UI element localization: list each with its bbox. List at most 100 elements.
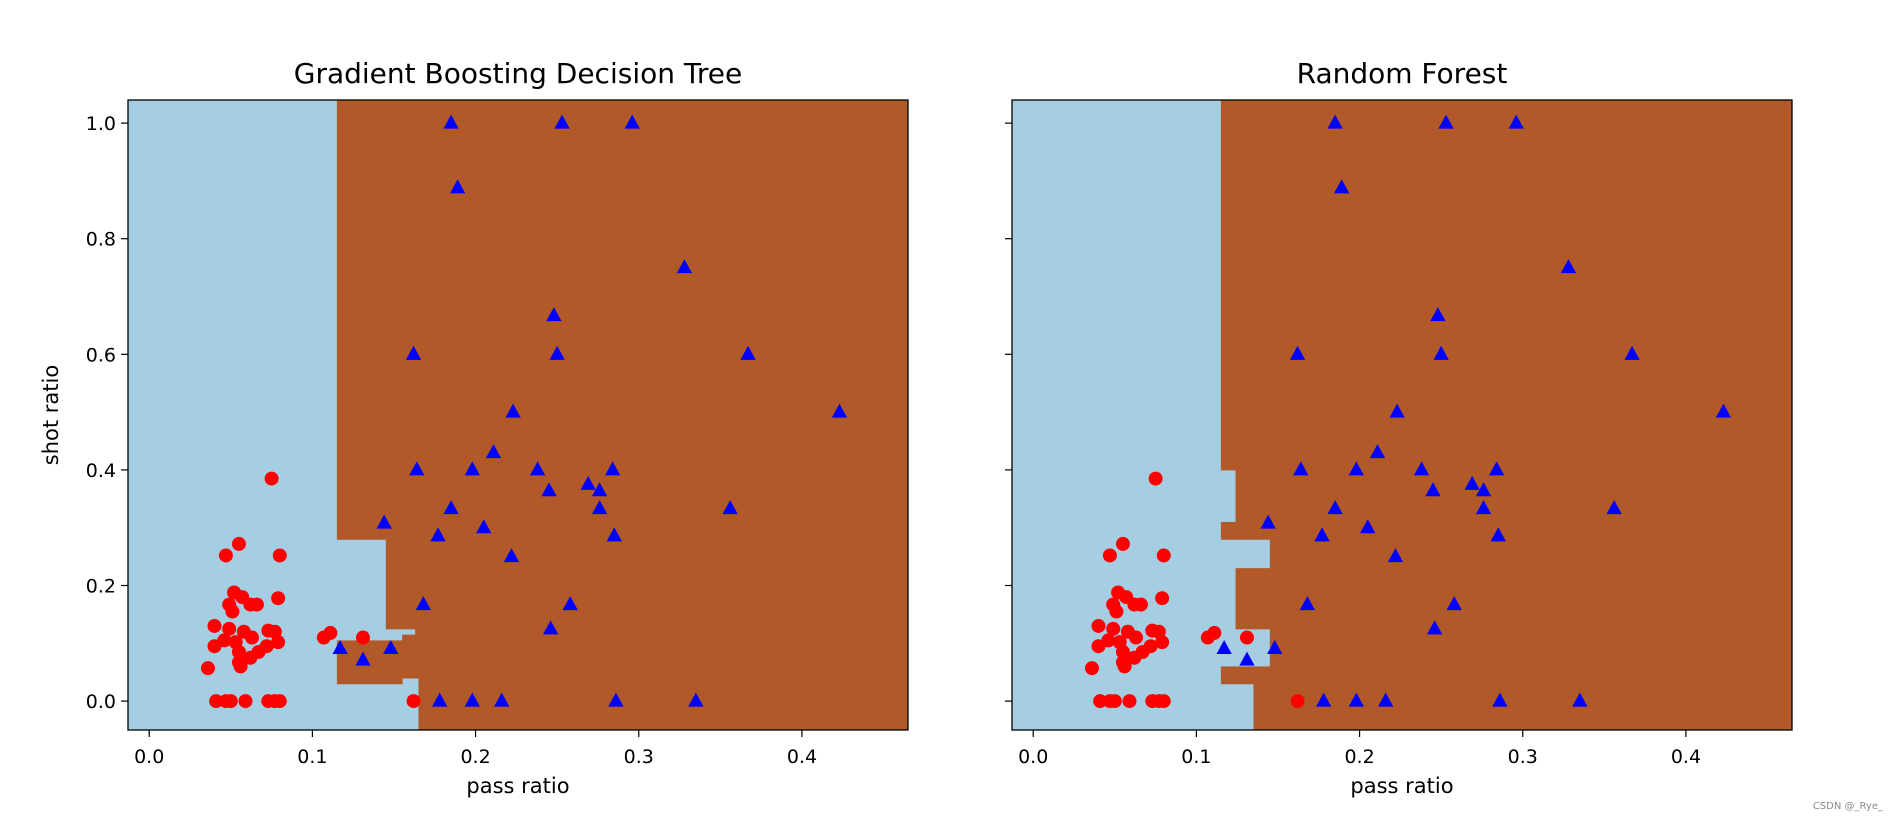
y-tick-label: 0.2 — [86, 576, 116, 598]
data-point-class-0 — [238, 694, 253, 709]
data-point-class-1 — [383, 640, 399, 655]
data-point-class-0 — [243, 650, 258, 665]
data-point-class-1 — [542, 620, 559, 635]
data-point-class-1 — [1488, 461, 1505, 476]
data-point-class-1 — [1475, 482, 1492, 497]
data-point-class-1 — [449, 179, 466, 194]
data-point-class-0 — [1093, 694, 1108, 709]
data-point-class-1 — [831, 403, 848, 418]
chart-panel-2: 0.0 0.1 0.2 0.3 0.4 Random Forest pass ratio — [1005, 57, 1793, 798]
data-point-class-0 — [1127, 650, 1142, 665]
data-point-class-1 — [432, 692, 448, 707]
chart-title: Random Forest — [1297, 57, 1508, 90]
data-point-class-0 — [272, 694, 287, 709]
decision-region-class-1 — [1220, 100, 1793, 471]
data-point-class-0 — [200, 661, 215, 676]
chart-title: Gradient Boosting Decision Tree — [294, 57, 742, 90]
data-point-class-1 — [1446, 596, 1462, 611]
data-point-class-1 — [1348, 461, 1364, 476]
data-point-class-1 — [405, 345, 422, 360]
decision-region-class-1 — [415, 628, 909, 636]
y-axis-label: shot ratio — [39, 365, 63, 465]
data-point-class-0 — [1115, 644, 1130, 659]
decision-region-class-1 — [1269, 539, 1793, 569]
data-point-class-1 — [722, 500, 738, 515]
data-point-class-1 — [1314, 527, 1330, 542]
data-point-class-1 — [529, 461, 546, 476]
decision-region-class-1 — [336, 100, 909, 540]
data-point-class-1 — [1260, 514, 1276, 529]
data-point-class-0 — [1133, 597, 1148, 612]
data-point-class-1 — [355, 651, 371, 666]
data-point-class-0 — [209, 694, 224, 709]
data-point-class-1 — [430, 527, 446, 542]
y-tick-label: 1.0 — [86, 113, 116, 135]
data-point-class-0 — [355, 630, 370, 645]
x-tick-label: 0.1 — [297, 746, 327, 768]
data-point-class-0 — [271, 635, 286, 650]
data-point-class-0 — [264, 471, 279, 486]
data-point-class-0 — [1239, 630, 1254, 645]
data-point-class-0 — [1207, 625, 1222, 640]
x-axis-label: pass ratio — [1350, 774, 1453, 798]
x-tick-label: 0.4 — [1671, 746, 1701, 768]
data-point-class-1 — [1475, 500, 1492, 515]
data-point-class-1 — [604, 461, 621, 476]
decision-region-class-1 — [1235, 469, 1793, 523]
data-point-class-1 — [541, 482, 557, 497]
data-point-class-0 — [231, 536, 246, 551]
data-point-class-1 — [503, 548, 520, 563]
data-point-class-0 — [233, 659, 248, 674]
chart-panel-1: 0.0 0.1 0.2 0.3 0.4 0.0 0.2 0.4 0.6 0.8 1.0 Gradien… — [39, 57, 909, 798]
data-point-class-0 — [225, 604, 240, 619]
data-point-class-1 — [415, 596, 432, 611]
data-point-class-1 — [624, 114, 640, 129]
data-point-class-0 — [1117, 659, 1132, 674]
y-tick-label: 0.8 — [86, 229, 116, 251]
axes-frame — [1011, 99, 1793, 731]
data-point-class-1 — [546, 307, 562, 322]
decision-region-class-1 — [1269, 628, 1793, 667]
data-point-class-0 — [1091, 618, 1106, 633]
data-point-class-1 — [606, 527, 622, 542]
data-point-class-0 — [218, 548, 233, 563]
data-point-class-1 — [1464, 475, 1480, 490]
decision-region-class-1 — [1235, 568, 1793, 630]
data-point-class-1 — [688, 692, 704, 707]
data-point-class-0 — [406, 694, 421, 709]
axes-frame — [127, 99, 909, 731]
decision-region-class-1 — [402, 634, 909, 679]
data-point-class-1 — [1490, 527, 1506, 542]
data-point-class-1 — [1267, 640, 1283, 655]
data-point-class-0 — [1148, 471, 1163, 486]
data-point-class-1 — [1413, 461, 1430, 476]
data-point-class-1 — [409, 461, 425, 476]
data-point-class-1 — [1333, 179, 1350, 194]
data-point-class-1 — [476, 519, 492, 534]
data-point-class-1 — [485, 444, 502, 459]
data-point-class-0 — [1155, 591, 1170, 606]
data-point-class-1 — [1348, 692, 1364, 707]
x-axis-label: pass ratio — [466, 774, 569, 798]
data-point-class-1 — [1360, 519, 1376, 534]
data-point-class-0 — [222, 621, 237, 636]
data-point-class-0 — [1156, 548, 1171, 563]
data-point-class-1 — [443, 114, 459, 129]
data-point-class-1 — [1316, 692, 1332, 707]
decision-region-class-1 — [1253, 666, 1793, 731]
data-point-class-1 — [1299, 596, 1316, 611]
x-tick-label: 0.0 — [1018, 746, 1048, 768]
data-point-class-0 — [259, 639, 274, 654]
data-point-class-0 — [1156, 694, 1171, 709]
data-point-class-1 — [1378, 692, 1394, 707]
data-point-class-1 — [464, 461, 480, 476]
data-point-class-0 — [1084, 661, 1099, 676]
data-point-class-1 — [1239, 651, 1255, 666]
data-point-class-1 — [1430, 307, 1446, 322]
data-point-class-1 — [580, 475, 596, 490]
data-point-class-0 — [1129, 630, 1144, 645]
data-point-class-1 — [1492, 692, 1508, 707]
data-point-class-0 — [272, 548, 287, 563]
decision-region-class-1 — [1220, 521, 1793, 540]
decision-region-class-1 — [418, 677, 909, 731]
